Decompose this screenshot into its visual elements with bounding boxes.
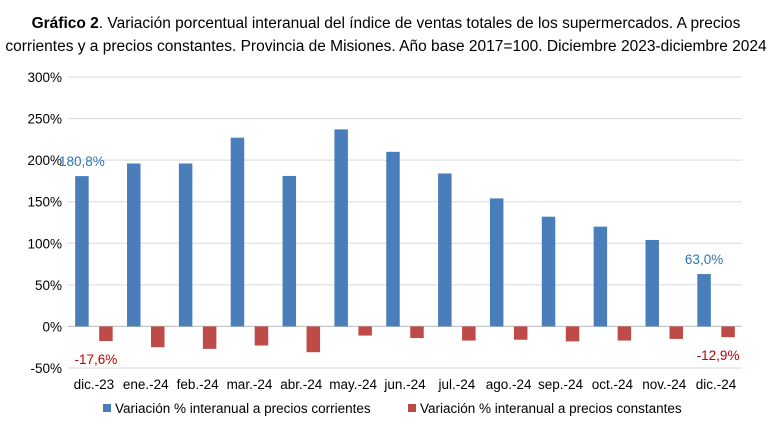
bar-constantes [617,326,632,341]
chart-title: Gráfico 2. Variación porcentual interanu… [0,12,772,58]
bar-corrientes [282,175,297,327]
bar-constantes [306,326,321,353]
bar-corrientes [178,163,193,327]
bar-constantes [151,326,165,348]
legend-label-constantes: Variación % interanual a precios constan… [420,401,682,416]
x-tick-label: jun.-24 [383,377,426,392]
y-tick-label: 0% [42,319,62,334]
bar-constantes [565,326,580,342]
bar-constantes [721,326,735,338]
bar-corrientes [386,151,400,327]
legend-swatch-constantes [408,404,416,412]
data-label: -12,9% [697,348,740,363]
x-tick-label: oct.-24 [592,377,634,392]
chart-title-text-1: . Variación porcentual interanual del ín… [98,15,741,32]
x-tick-label: ene.-24 [123,377,169,392]
bar-constantes [99,326,113,342]
bar-constantes [254,326,269,346]
bar-corrientes [75,176,89,327]
legend-swatch-corrientes [103,404,111,412]
x-tick-label: abr.-24 [280,377,323,392]
bar-corrientes [489,198,504,327]
bar-corrientes [541,216,556,327]
chart-title-line-1: Gráfico 2. Variación porcentual interanu… [0,12,772,35]
bar-constantes [462,326,476,341]
x-tick-label: ago.-24 [486,377,532,392]
bar-constantes [410,326,424,339]
bar-corrientes [438,173,452,327]
bar-corrientes [697,274,711,327]
bar-constantes [669,326,683,339]
y-tick-label: -50% [30,361,62,376]
x-tick-label: feb.-24 [177,377,220,392]
chart-title-line-2: corrientes y a precios constantes. Provi… [5,38,767,55]
chart-title-label: Gráfico 2 [31,15,99,32]
y-tick-label: 150% [27,195,62,210]
data-label: -17,6% [75,352,118,367]
x-tick-label: jul.-24 [437,377,475,392]
x-tick-label: mar.-24 [227,377,273,392]
data-label: 63,0% [685,252,723,267]
x-tick-label: nov.-24 [642,377,687,392]
bar-corrientes [593,226,608,327]
x-tick-label: may.-24 [329,377,377,392]
y-tick-label: 250% [27,112,62,127]
y-tick-label: 100% [27,236,62,251]
x-tick-label: dic.-23 [74,377,115,392]
legend-label-corrientes: Variación % interanual a precios corrien… [115,401,371,416]
y-tick-label: 50% [35,278,62,293]
bar-constantes [513,326,528,340]
x-tick-label: sep.-24 [538,377,584,392]
bar-corrientes [127,163,141,327]
bar-corrientes [645,239,659,327]
y-tick-label: 200% [27,153,62,168]
data-label: 180,8% [59,154,105,169]
y-tick-label: 300% [27,70,62,85]
bar-constantes [358,326,372,336]
bar-corrientes [334,129,348,327]
x-tick-label: dic.-24 [696,377,737,392]
bar-corrientes [230,137,245,327]
bar-constantes [202,326,217,349]
